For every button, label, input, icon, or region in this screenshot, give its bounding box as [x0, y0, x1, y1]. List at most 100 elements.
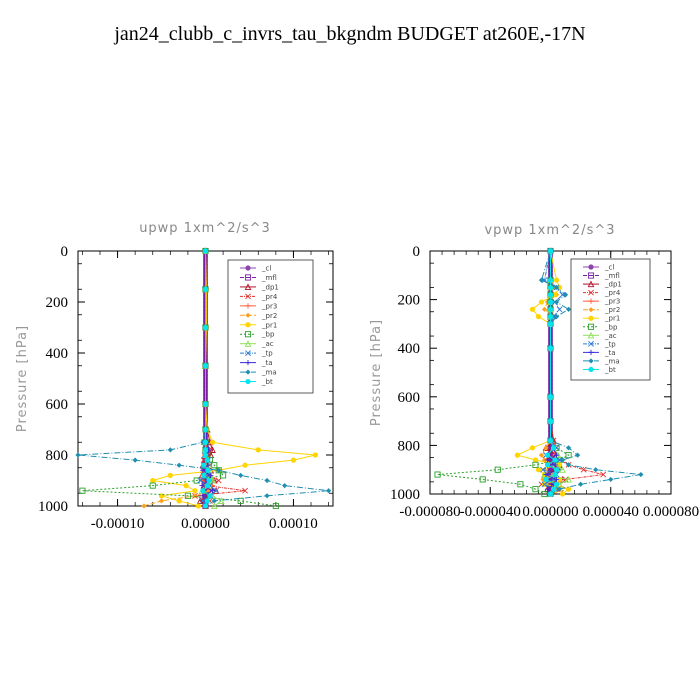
x-tick-label: 0.000000 — [522, 504, 578, 520]
y-tick-label: 800 — [398, 438, 421, 454]
data-point — [565, 486, 572, 492]
data-point — [220, 472, 227, 479]
legend-marker — [245, 360, 251, 366]
data-point — [608, 476, 614, 483]
main-title: jan24_clubb_c_invrs_tau_bkgndm BUDGET at… — [113, 23, 585, 45]
legend-label: _bp — [261, 331, 275, 339]
data-point — [208, 472, 214, 478]
y-tick-label: 600 — [398, 390, 421, 406]
legend-label: _ta — [261, 359, 273, 367]
data-point — [543, 471, 549, 478]
y-tick-label: 200 — [398, 293, 421, 309]
legend-label: _tp — [604, 340, 616, 348]
y-axis-label: Pressure [hPa] — [369, 319, 384, 426]
data-point — [211, 462, 218, 469]
data-point — [264, 493, 270, 499]
data-point — [202, 503, 209, 509]
upwp-panel: upwp 1xm^2/s^3 Pressure [hPa] 0 200 400 600 80… — [15, 221, 334, 532]
data-point — [167, 447, 173, 453]
legend-box — [570, 258, 651, 381]
y-axis-label: Pressure [hPa] — [15, 325, 30, 432]
data-point — [547, 299, 554, 305]
data-point — [217, 497, 225, 504]
data-point — [149, 482, 156, 489]
data-point — [553, 284, 560, 291]
data-point — [553, 314, 560, 320]
data-point — [202, 363, 209, 369]
data-point — [195, 503, 202, 509]
legend-marker — [245, 322, 251, 328]
data-point — [580, 466, 587, 473]
data-point — [216, 467, 222, 473]
y-tick-label: 200 — [46, 295, 69, 311]
data-point — [204, 498, 210, 504]
data-point — [202, 439, 209, 445]
data-point — [543, 476, 549, 483]
data-point — [141, 503, 147, 509]
data-point — [548, 467, 553, 472]
data-point — [312, 452, 319, 458]
legend-marker — [244, 340, 252, 347]
series-line — [540, 250, 641, 495]
data-point — [434, 471, 441, 478]
data-point — [79, 487, 86, 494]
legend-marker — [588, 289, 594, 296]
data-point — [215, 477, 222, 484]
x-tick-label: -0.00010 — [91, 516, 145, 532]
legend-label: _pr1 — [604, 315, 620, 323]
data-point — [547, 306, 554, 312]
legend-label: _pr3 — [261, 302, 277, 310]
data-point — [494, 466, 501, 473]
data-point — [242, 487, 248, 494]
data-point — [535, 467, 542, 473]
data-point — [556, 457, 563, 463]
data-point — [237, 497, 244, 504]
data-point — [206, 477, 212, 484]
data-point — [552, 462, 558, 468]
legend-marker — [245, 265, 251, 271]
legend-marker — [245, 312, 251, 318]
series-bt — [200, 248, 213, 509]
x-tick-label: -0.000080 — [399, 504, 460, 520]
data-point — [550, 486, 557, 492]
legend-label: _pr2 — [261, 312, 277, 320]
legend-label: _ma — [604, 357, 620, 365]
x-tick-label: 0.00010 — [269, 516, 318, 532]
data-point — [532, 461, 539, 468]
data-point — [553, 452, 560, 458]
data-point — [479, 476, 486, 483]
data-point — [593, 467, 599, 473]
data-point — [282, 483, 288, 489]
legend-label: _pr1 — [261, 321, 277, 329]
legend-label: _bp — [604, 323, 618, 331]
legend-label: _cl — [604, 264, 614, 272]
data-point — [548, 441, 553, 447]
legend-marker — [245, 293, 251, 300]
data-point — [553, 481, 560, 487]
data-point — [290, 457, 297, 463]
data-point — [210, 502, 218, 510]
vpwp-panel: vpwp 1xm^2/s^3 Pressure [hPa] 0 200 400 600 80… — [369, 223, 699, 520]
legend-label: _dp1 — [261, 283, 279, 291]
data-point — [201, 472, 207, 478]
y-tick-label: 1000 — [390, 487, 420, 503]
legend-marker — [588, 358, 594, 364]
data-point — [562, 476, 569, 483]
legend-marker — [244, 331, 252, 338]
data-point — [541, 277, 548, 284]
data-point — [547, 437, 554, 444]
legend: _cl_mfl_dp1 _pr4_pr3 _pr2_pr1 _bp_ac _tp_ta _… — [227, 259, 314, 394]
legend-label: _ma — [261, 369, 277, 377]
data-point — [202, 426, 209, 433]
data-point — [202, 452, 209, 458]
data-point — [538, 299, 545, 305]
data-point — [547, 491, 554, 497]
data-point — [196, 497, 204, 504]
legend-label: _mfl — [604, 272, 620, 280]
legend-marker — [587, 331, 595, 339]
data-point — [556, 486, 563, 492]
y-tick-label: 600 — [46, 397, 69, 413]
y-tick-label: 400 — [398, 341, 421, 357]
legend-marker — [588, 315, 594, 321]
data-point — [541, 481, 548, 488]
